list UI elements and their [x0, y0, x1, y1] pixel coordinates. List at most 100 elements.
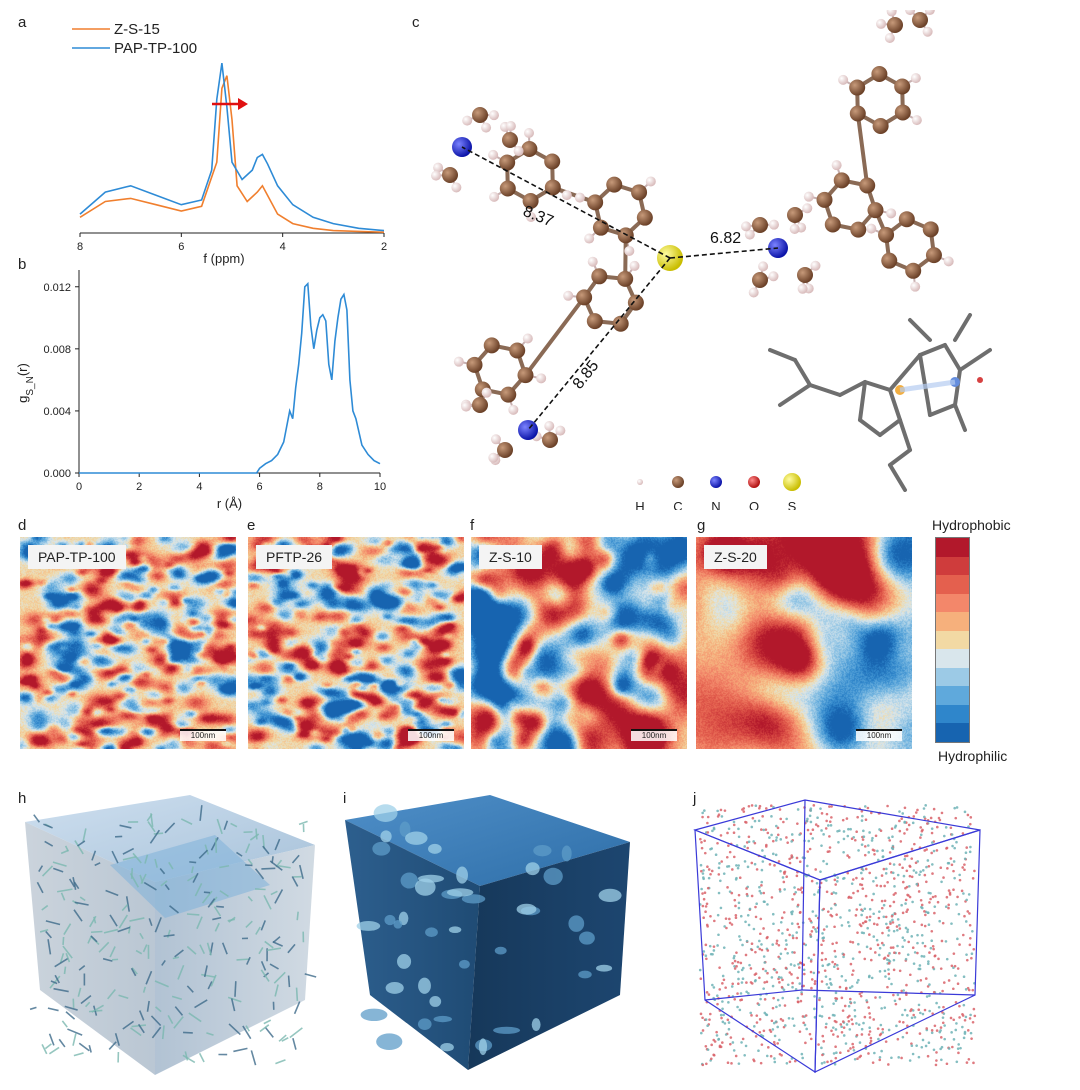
network-strand — [93, 916, 97, 924]
particle — [778, 808, 782, 811]
particle — [930, 841, 934, 844]
particle — [755, 1021, 759, 1024]
particle — [883, 969, 887, 973]
particle — [759, 997, 762, 1001]
particle — [893, 912, 897, 916]
particle — [778, 981, 781, 984]
carbon-atom — [912, 12, 928, 28]
particle — [862, 835, 866, 839]
network-strand — [291, 876, 299, 887]
network-strand — [118, 994, 129, 1000]
particle — [721, 1000, 724, 1003]
particle — [855, 1022, 858, 1025]
particle — [721, 1007, 724, 1011]
particle — [905, 854, 909, 858]
network-strand — [260, 920, 266, 931]
hydrogen-atom — [802, 203, 813, 214]
particle — [963, 810, 967, 814]
particle — [699, 863, 703, 867]
network-strand — [38, 865, 44, 872]
particle — [701, 1016, 704, 1020]
particle — [863, 805, 867, 808]
carbon-atom — [631, 184, 648, 201]
x-tick-label: 6 — [178, 241, 184, 253]
hydrogen-atom — [433, 162, 444, 173]
particle — [709, 1012, 712, 1016]
particle — [907, 823, 911, 827]
carbon-atom — [521, 141, 538, 158]
particle — [793, 1059, 797, 1063]
particle — [813, 1016, 817, 1019]
carbon-atom — [905, 262, 922, 279]
particle — [757, 1003, 761, 1006]
hydrogen-atom — [943, 256, 954, 267]
particle — [722, 978, 726, 982]
carbon-atom — [612, 315, 629, 332]
particle — [750, 861, 754, 865]
hydrogen-atom — [910, 73, 921, 84]
network-strand — [210, 974, 217, 987]
particle — [852, 1048, 856, 1052]
particle — [874, 834, 878, 838]
hydrogen-atom — [481, 122, 492, 133]
inset-bond — [888, 388, 902, 422]
particle — [933, 954, 937, 958]
particle — [898, 819, 901, 823]
particle — [703, 891, 707, 895]
particle — [829, 1059, 833, 1063]
particle — [904, 886, 907, 890]
particle — [800, 886, 803, 890]
particle — [821, 1034, 825, 1038]
particle — [806, 817, 809, 821]
particle — [728, 917, 731, 921]
particle — [848, 909, 851, 912]
particle — [856, 889, 860, 893]
particle — [809, 1037, 813, 1041]
network-strand — [274, 984, 279, 997]
colorbar-step — [936, 575, 969, 594]
particle — [862, 829, 865, 833]
particle — [913, 842, 916, 846]
particle — [760, 948, 764, 952]
particle — [822, 907, 826, 911]
particle — [935, 825, 939, 829]
particle — [903, 939, 906, 942]
hydrogen-atom — [886, 208, 897, 219]
particle — [747, 923, 751, 927]
particle — [820, 1046, 823, 1050]
particle — [952, 869, 955, 873]
particle — [932, 990, 936, 994]
particle — [923, 873, 927, 877]
network-strand — [146, 1000, 150, 1012]
particle — [935, 1059, 938, 1062]
particle — [961, 832, 965, 835]
particle — [775, 971, 779, 974]
particle — [759, 917, 763, 921]
network-strand — [154, 917, 162, 933]
network-strand — [262, 845, 270, 855]
carbon-atom — [517, 367, 534, 384]
carbon-atom — [898, 211, 915, 228]
network-strand — [142, 986, 147, 993]
carbon-atom — [867, 202, 884, 219]
particle — [916, 979, 920, 983]
inset-bond — [918, 343, 947, 357]
particle — [940, 939, 944, 943]
network-strand — [62, 936, 65, 946]
particle — [930, 1031, 934, 1035]
inset-bond — [908, 318, 932, 342]
particle — [820, 829, 823, 832]
particle — [769, 804, 773, 808]
channel-pore — [478, 1038, 488, 1056]
particle — [857, 1023, 861, 1026]
particle — [820, 958, 824, 962]
particle — [938, 818, 942, 822]
network-strand — [161, 1025, 165, 1040]
particle — [861, 909, 865, 913]
particle — [839, 916, 842, 919]
particle — [943, 1037, 946, 1041]
particle — [922, 807, 926, 810]
particle — [861, 877, 864, 881]
panel-label-i: i — [343, 790, 347, 807]
network-strand — [139, 932, 144, 940]
